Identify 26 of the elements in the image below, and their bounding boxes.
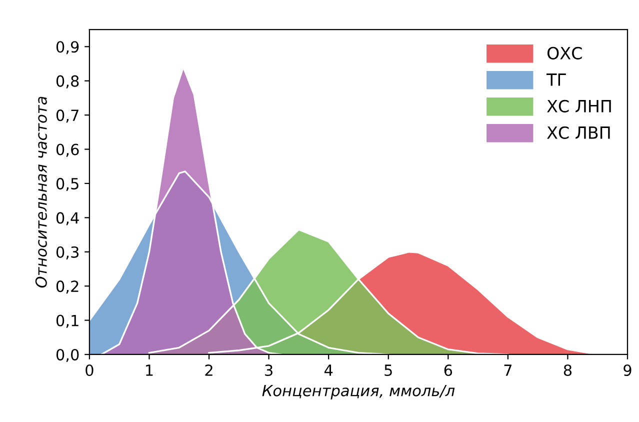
y-axis-title: Относительная частота — [35, 96, 47, 288]
y-tick-label: 0,3 — [56, 246, 79, 260]
x-tick-label: 8 — [564, 364, 572, 376]
x-tick-label: 1 — [146, 364, 153, 376]
legend-label: ХС ЛНП — [547, 100, 611, 112]
x-tick-label: 9 — [624, 364, 632, 376]
x-tick-label: 4 — [324, 364, 333, 376]
y-tick-label: 0,9 — [56, 41, 79, 54]
x-tick-label: 0 — [86, 364, 94, 376]
y-tick-label: 0,4 — [56, 212, 79, 226]
y-tick-label: 0,1 — [56, 314, 78, 328]
x-tick-label: 2 — [205, 364, 212, 376]
y-tick-label: 0,7 — [56, 110, 78, 123]
x-axis-title: Концентрация, ммоль/л — [262, 385, 455, 400]
legend-label: ОХС — [547, 46, 582, 60]
y-tick-label: 0,8 — [56, 75, 79, 88]
y-tick-label: 0,6 — [56, 144, 79, 157]
x-tick-label: 6 — [444, 364, 452, 376]
y-tick-label: 0,0 — [56, 348, 79, 362]
y-tick-label: 0,2 — [56, 280, 78, 294]
x-tick-label: 5 — [384, 364, 392, 376]
legend-label: ХС ЛВП — [547, 126, 610, 139]
x-tick-label: 3 — [265, 364, 272, 376]
x-tick-label: 7 — [504, 364, 512, 376]
legend-label: ТГ — [546, 74, 566, 86]
y-tick-label: 0,5 — [56, 178, 78, 192]
